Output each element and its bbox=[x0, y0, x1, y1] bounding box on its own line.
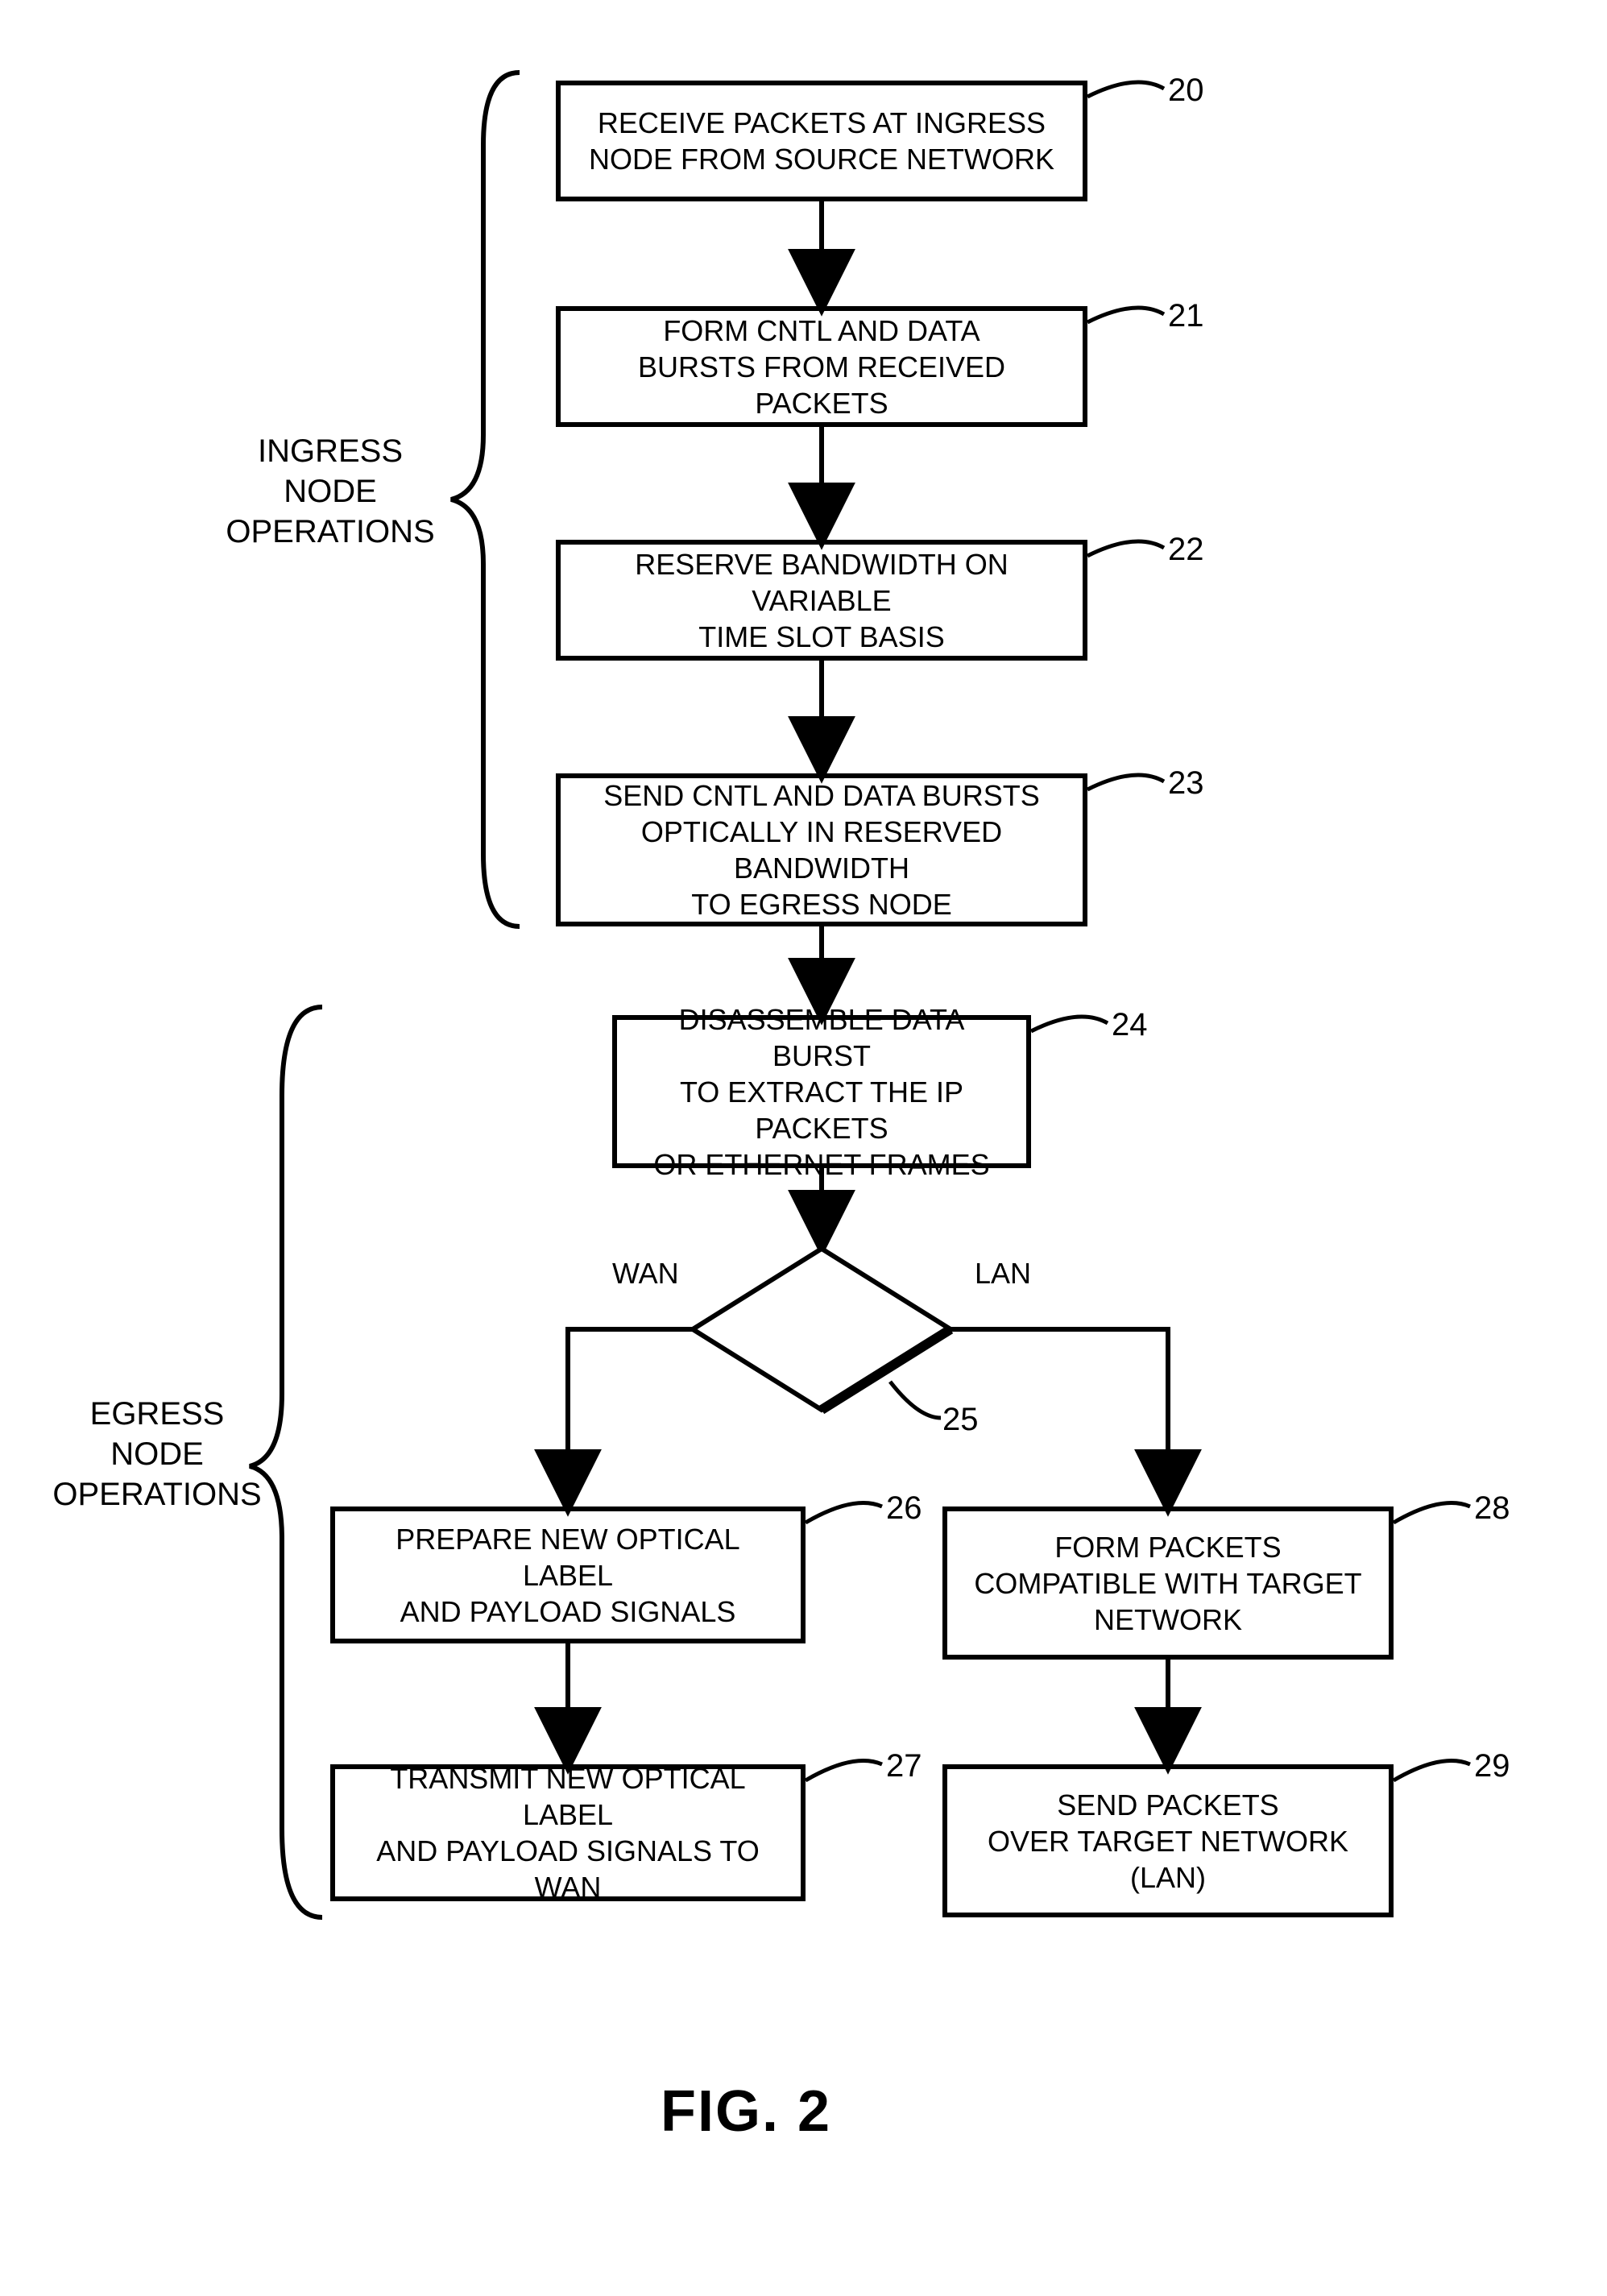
decision-text: WAN ORLAN? bbox=[733, 1294, 910, 1366]
ref-num-28: 28 bbox=[1474, 1490, 1510, 1527]
node-text: RESERVE BANDWIDTH ON VARIABLETIME SLOT B… bbox=[575, 546, 1068, 655]
group-label-egress: EGRESSNODEOPERATIONS bbox=[48, 1394, 266, 1515]
node-form-packets-target: FORM PACKETSCOMPATIBLE WITH TARGETNETWOR… bbox=[942, 1506, 1394, 1660]
edge-label-wan: WAN bbox=[612, 1257, 679, 1291]
node-text: PREPARE NEW OPTICAL LABELAND PAYLOAD SIG… bbox=[350, 1521, 786, 1630]
ref-num-29: 29 bbox=[1474, 1748, 1510, 1784]
node-text: SEND CNTL AND DATA BURSTSOPTICALLY IN RE… bbox=[575, 777, 1068, 922]
ref-num-27: 27 bbox=[886, 1748, 922, 1784]
node-reserve-bandwidth: RESERVE BANDWIDTH ON VARIABLETIME SLOT B… bbox=[556, 540, 1087, 661]
node-transmit-optical-wan: TRANSMIT NEW OPTICAL LABELAND PAYLOAD SI… bbox=[330, 1764, 806, 1901]
ref-num-24: 24 bbox=[1112, 1007, 1148, 1043]
ref-num-26: 26 bbox=[886, 1490, 922, 1527]
figure-title: FIG. 2 bbox=[661, 2078, 831, 2145]
node-send-packets-lan: SEND PACKETSOVER TARGET NETWORK(LAN) bbox=[942, 1764, 1394, 1917]
group-label-ingress: INGRESSNODEOPERATIONS bbox=[209, 431, 451, 552]
ref-num-21: 21 bbox=[1168, 298, 1204, 334]
node-receive-packets: RECEIVE PACKETS AT INGRESSNODE FROM SOUR… bbox=[556, 81, 1087, 201]
node-send-bursts: SEND CNTL AND DATA BURSTSOPTICALLY IN RE… bbox=[556, 773, 1087, 926]
flowchart-figure-2: RECEIVE PACKETS AT INGRESSNODE FROM SOUR… bbox=[32, 32, 1563, 2248]
node-text: RECEIVE PACKETS AT INGRESSNODE FROM SOUR… bbox=[589, 105, 1054, 177]
ref-num-22: 22 bbox=[1168, 532, 1204, 568]
node-form-bursts: FORM CNTL AND DATABURSTS FROM RECEIVED P… bbox=[556, 306, 1087, 427]
node-text: FORM PACKETSCOMPATIBLE WITH TARGETNETWOR… bbox=[974, 1529, 1361, 1638]
edge-label-lan: LAN bbox=[975, 1257, 1031, 1291]
ref-num-20: 20 bbox=[1168, 73, 1204, 109]
node-text: TRANSMIT NEW OPTICAL LABELAND PAYLOAD SI… bbox=[350, 1760, 786, 1905]
ref-num-23: 23 bbox=[1168, 765, 1204, 802]
node-prepare-optical-label: PREPARE NEW OPTICAL LABELAND PAYLOAD SIG… bbox=[330, 1506, 806, 1643]
node-text: DISASSEMBLE DATA BURSTTO EXTRACT THE IP … bbox=[632, 1001, 1012, 1183]
node-text: FORM CNTL AND DATABURSTS FROM RECEIVED P… bbox=[575, 313, 1068, 421]
ref-num-25: 25 bbox=[942, 1402, 979, 1438]
node-text: SEND PACKETSOVER TARGET NETWORK(LAN) bbox=[988, 1787, 1348, 1896]
node-disassemble: DISASSEMBLE DATA BURSTTO EXTRACT THE IP … bbox=[612, 1015, 1031, 1168]
